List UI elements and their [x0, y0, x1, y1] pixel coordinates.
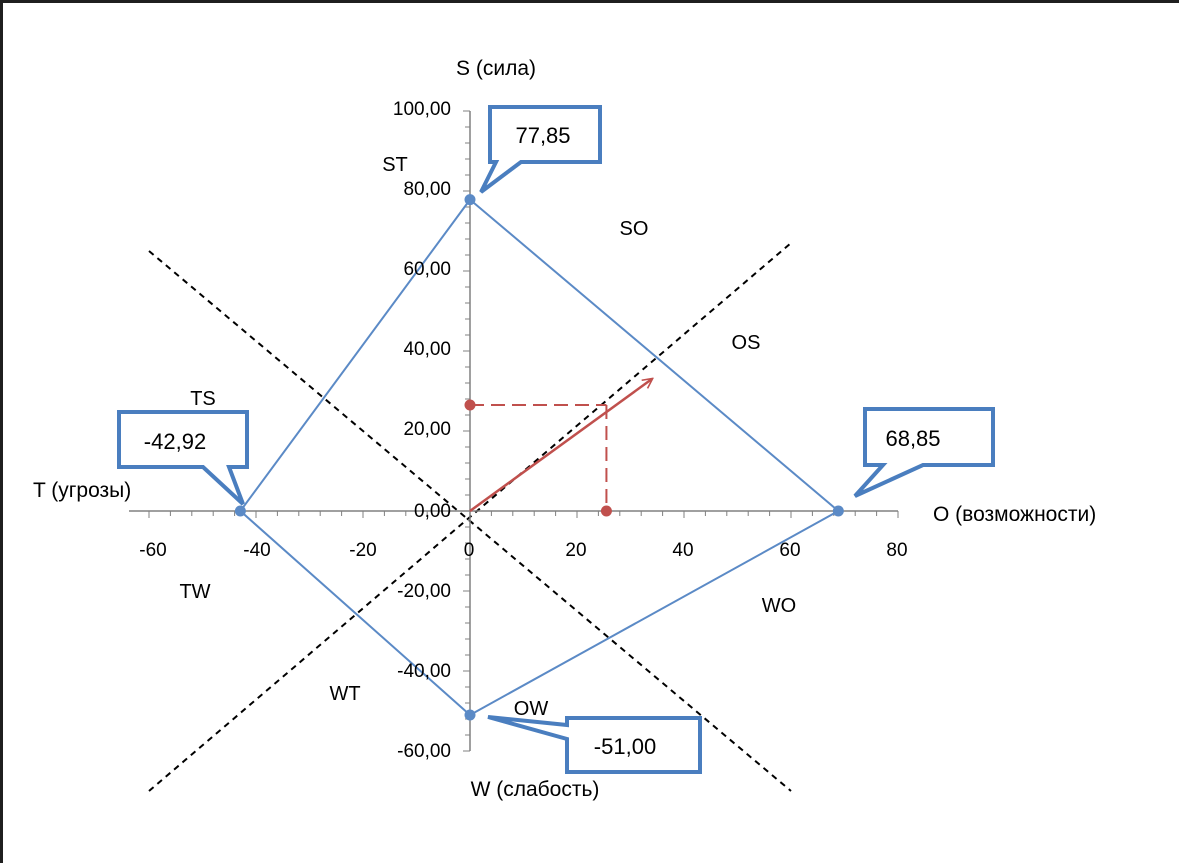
labels: S (сила) W (слабость) T (угрозы) O (возм… [33, 57, 1096, 801]
polygon-point-3 [464, 709, 476, 721]
zone-label-wo: WO [762, 595, 796, 617]
zone-label-ow: OW [514, 698, 549, 720]
projection-point-x [600, 505, 612, 517]
y-tick-label: 40,00 [403, 339, 451, 360]
resultant-vector [464, 379, 652, 517]
axis-title-right: O (возможности) [933, 503, 1096, 526]
callout-top: 77,85 [479, 105, 602, 194]
x-tick-label: 40 [672, 540, 693, 561]
swot-chart: S (сила) W (слабость) T (угрозы) O (возм… [33, 57, 1096, 801]
x-tick-label: -40 [243, 540, 270, 561]
zone-label-wt: WT [329, 683, 360, 705]
polygon-edge-3 [239, 510, 471, 716]
x-tick-label: 60 [779, 540, 800, 561]
y-tick-label: 60,00 [403, 259, 451, 280]
zone-label-os: OS [732, 332, 761, 354]
zone-label-ts: TS [190, 388, 216, 410]
polygon-edge-4 [239, 199, 471, 512]
polygon-layer [234, 194, 844, 721]
callout-right-value: 68,85 [885, 426, 940, 451]
y-tick-label: 80,00 [403, 179, 451, 200]
x-tick-label: -60 [139, 540, 166, 561]
y-tick-label: -40,00 [397, 661, 451, 682]
zone-label-st: ST [382, 154, 408, 176]
y-tick-label: 100,00 [393, 99, 451, 120]
x-tick-label: 20 [565, 540, 586, 561]
y-tick-label: 20,00 [403, 419, 451, 440]
zone-label-tw: TW [179, 581, 210, 603]
axis-title-top: S (сила) [456, 57, 536, 80]
callout-bottom-value: -51,00 [594, 734, 656, 759]
callout-right: 68,85 [853, 407, 995, 498]
callout-left: -42,92 [117, 410, 249, 506]
y-tick-label: -20,00 [397, 581, 451, 602]
axes [129, 110, 899, 752]
x-tick-label: 80 [886, 540, 907, 561]
callout-bottom: -51,00 [487, 715, 702, 774]
x-tick-label: 0 [464, 540, 475, 561]
axis-title-left: T (угрозы) [33, 479, 131, 502]
projection-point-y [464, 399, 476, 411]
polygon-edge-2 [469, 510, 839, 716]
polygon-point-4 [234, 505, 246, 517]
y-tick-label: -60,00 [397, 741, 451, 762]
callout-top-value: 77,85 [515, 123, 570, 148]
y-tick-label: 0,00 [414, 501, 451, 522]
polygon-point-1 [464, 194, 476, 206]
resultant-arrow [469, 379, 652, 513]
x-tick-label: -20 [349, 540, 376, 561]
polygon-point-2 [832, 505, 844, 517]
axis-title-bottom: W (слабость) [471, 778, 600, 801]
callout-left-value: -42,92 [144, 429, 206, 454]
polygon-edge-1 [469, 198, 839, 512]
zone-label-so: SO [620, 218, 649, 240]
